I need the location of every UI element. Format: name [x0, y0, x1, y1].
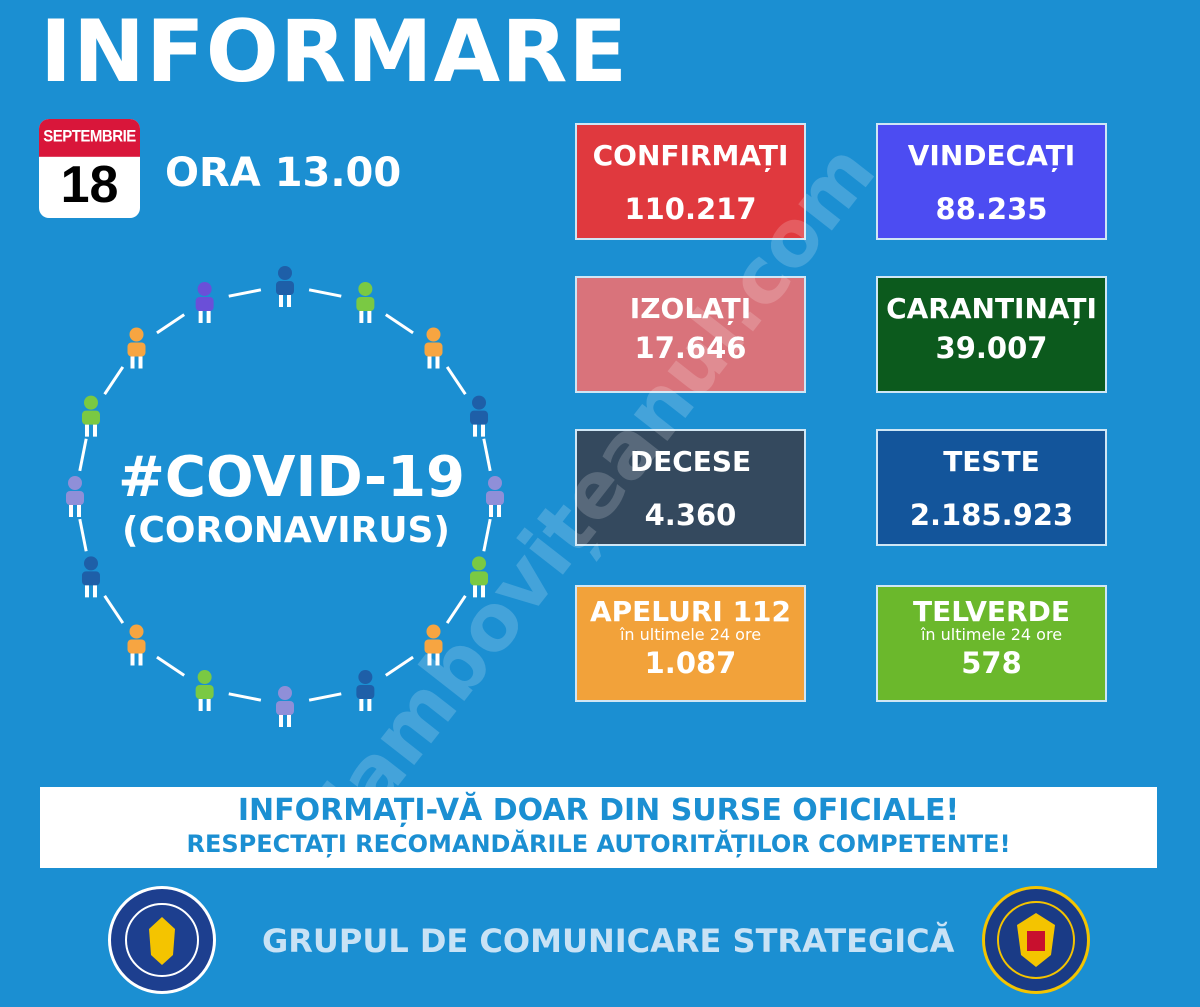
- stat-value: 17.646: [634, 331, 747, 365]
- person-icon: [424, 327, 443, 369]
- calendar-day: 18: [60, 156, 119, 214]
- double-arrow-icon: [384, 313, 414, 335]
- stat-value: 88.235: [935, 192, 1048, 226]
- double-arrow-icon: [308, 692, 342, 702]
- double-arrow-icon: [156, 655, 186, 677]
- stat-vindecati: VINDECAȚI 88.235: [876, 123, 1107, 240]
- stat-value: 2.185.923: [909, 498, 1074, 532]
- person-icon: [127, 624, 146, 666]
- person-icon: [356, 670, 375, 712]
- banner-line-2: RESPECTAȚI RECOMANDĂRILE AUTORITĂȚILOR C…: [186, 830, 1011, 858]
- double-arrow-icon: [103, 594, 125, 624]
- double-arrow-icon: [445, 366, 467, 396]
- stat-apeluri-112: APELURI 112 în ultimele 24 ore 1.087: [575, 585, 806, 702]
- double-arrow-icon: [482, 438, 492, 472]
- stat-izolati: IZOLAȚI 17.646: [575, 276, 806, 393]
- double-arrow-icon: [228, 692, 262, 702]
- stat-label: DECESE: [629, 445, 752, 478]
- stat-value: 39.007: [935, 331, 1048, 365]
- stat-teste: TESTE 2.185.923: [876, 429, 1107, 546]
- person-icon: [470, 395, 489, 437]
- calendar-month: SEPTEMBRIE: [39, 119, 140, 157]
- double-arrow-icon: [78, 438, 88, 472]
- double-arrow-icon: [103, 366, 125, 396]
- banner-line-1: INFORMAȚI-VĂ DOAR DIN SURSE OFICIALE!: [237, 793, 960, 828]
- people-ring-illustration: [66, 266, 504, 727]
- stat-value: 1.087: [644, 646, 737, 680]
- double-arrow-icon: [308, 288, 342, 298]
- person-icon: [66, 476, 84, 517]
- stat-label: CONFIRMAȚI: [592, 139, 789, 172]
- person-icon: [195, 670, 214, 712]
- double-arrow-icon: [78, 518, 88, 552]
- stat-telverde: TELVERDE în ultimele 24 ore 578: [876, 585, 1107, 702]
- person-icon: [276, 266, 294, 307]
- person-icon: [81, 395, 100, 437]
- covid-hashtag: #COVID-19: [118, 445, 465, 510]
- stat-label: APELURI 112: [589, 595, 792, 628]
- double-arrow-icon: [482, 518, 492, 552]
- person-icon: [195, 281, 214, 323]
- footer-org-name: GRUPUL DE COMUNICARE STRATEGICĂ: [262, 922, 955, 960]
- person-icon: [81, 556, 100, 598]
- report-time: ORA 13.00: [165, 150, 402, 196]
- person-icon: [356, 281, 375, 323]
- double-arrow-icon: [384, 655, 414, 677]
- person-icon: [424, 624, 443, 666]
- stat-label: VINDECAȚI: [907, 139, 1076, 172]
- person-icon: [486, 476, 504, 517]
- person-icon: [276, 686, 294, 727]
- stat-label: CARANTINAȚI: [886, 292, 1097, 325]
- stat-value: 578: [961, 646, 1022, 680]
- government-seal-logo: [108, 886, 216, 994]
- person-icon: [127, 327, 146, 369]
- stat-value: 4.360: [644, 498, 737, 532]
- coronavirus-subtitle: (CORONAVIRUS): [122, 510, 450, 551]
- stat-decese: DECESE 4.360: [575, 429, 806, 546]
- double-arrow-icon: [156, 313, 186, 335]
- stat-label: IZOLAȚI: [629, 292, 752, 325]
- calendar-icon: SEPTEMBRIE 18: [39, 119, 140, 218]
- page-title: INFORMARE: [40, 2, 629, 102]
- stat-value: 110.217: [624, 192, 757, 226]
- stat-confirmati: CONFIRMAȚI 110.217: [575, 123, 806, 240]
- double-arrow-icon: [445, 594, 467, 624]
- stat-label: TESTE: [943, 445, 1040, 478]
- stat-carantinati: CARANTINAȚI 39.007: [876, 276, 1107, 393]
- official-sources-banner: INFORMAȚI-VĂ DOAR DIN SURSE OFICIALE! RE…: [40, 787, 1157, 868]
- double-arrow-icon: [228, 288, 262, 298]
- stat-sublabel: în ultimele 24 ore: [619, 625, 762, 644]
- stat-sublabel: în ultimele 24 ore: [920, 625, 1063, 644]
- person-icon: [470, 556, 489, 598]
- stat-label: TELVERDE: [913, 595, 1070, 628]
- dsu-emblem-logo: [982, 886, 1090, 994]
